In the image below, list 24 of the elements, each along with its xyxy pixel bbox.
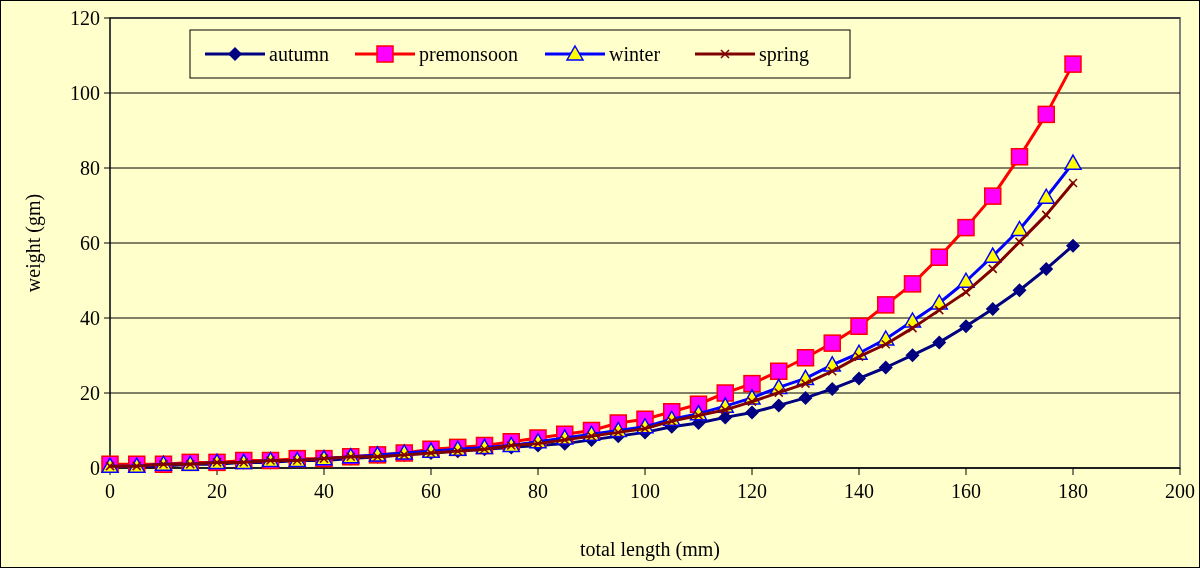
y-tick-label: 120 bbox=[70, 7, 100, 29]
y-tick-label: 80 bbox=[80, 157, 100, 179]
x-tick-label: 180 bbox=[1058, 480, 1088, 502]
x-tick-label: 120 bbox=[737, 480, 767, 502]
y-tick-label: 100 bbox=[70, 82, 100, 104]
x-tick-label: 160 bbox=[951, 480, 981, 502]
x-axis-title: total length (mm) bbox=[580, 538, 720, 561]
legend-label: premonsoon bbox=[419, 43, 518, 66]
y-tick-label: 20 bbox=[80, 382, 100, 404]
legend-label: autumn bbox=[269, 43, 329, 65]
y-tick-label: 40 bbox=[80, 307, 100, 329]
y-axis-title: weight (gm) bbox=[22, 193, 45, 293]
x-tick-label: 20 bbox=[207, 480, 227, 502]
legend-label: spring bbox=[759, 43, 809, 66]
x-tick-label: 200 bbox=[1165, 480, 1195, 502]
y-tick-label: 0 bbox=[90, 457, 100, 479]
x-tick-label: 40 bbox=[314, 480, 334, 502]
x-tick-label: 80 bbox=[528, 480, 548, 502]
legend-label: winter bbox=[609, 43, 661, 65]
x-tick-label: 0 bbox=[105, 480, 115, 502]
x-tick-label: 100 bbox=[630, 480, 660, 502]
x-tick-label: 140 bbox=[844, 480, 874, 502]
y-tick-label: 60 bbox=[80, 232, 100, 254]
x-tick-label: 60 bbox=[421, 480, 441, 502]
